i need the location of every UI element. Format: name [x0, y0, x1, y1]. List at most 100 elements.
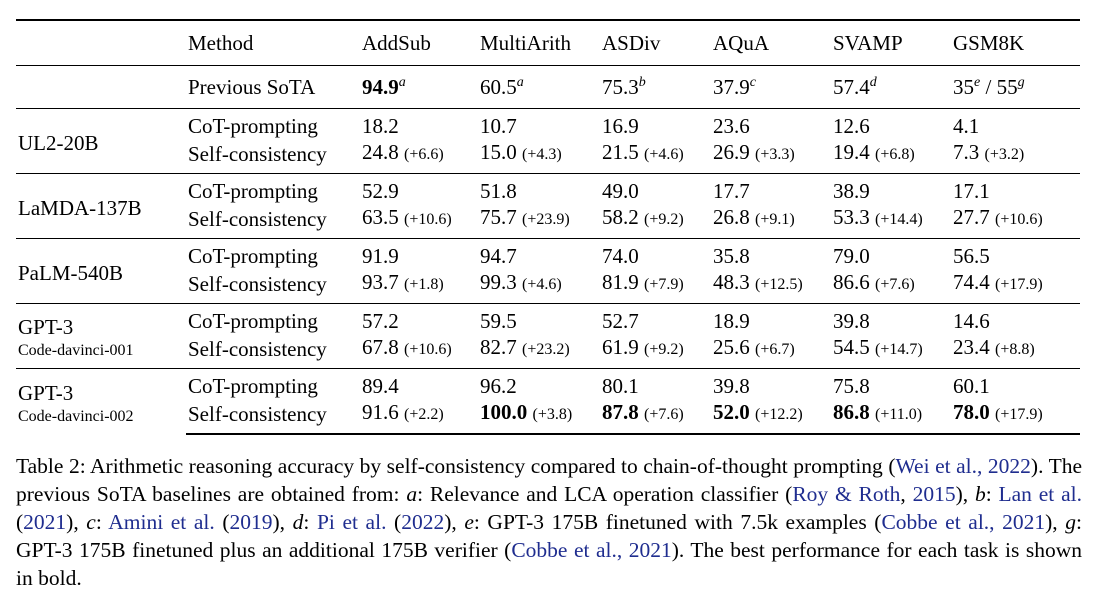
score-value: 74.0 [602, 244, 639, 268]
score-value: 23.4 [953, 335, 990, 359]
score-value: 23.6 [713, 114, 750, 138]
caption-label: Table 2: [16, 454, 86, 478]
score-delta: (+10.6) [404, 341, 452, 358]
citation-link[interactable]: 2015 [912, 482, 956, 506]
method-label: Self-consistency [188, 336, 327, 361]
score-value: 15.0 [480, 140, 517, 164]
score-cell: 21.5 (+4.6) [600, 139, 711, 174]
score-cell: 57.2 [360, 303, 478, 334]
sota-cell-gsm8k: 35e / 55g [951, 65, 1080, 109]
caption-text: : GPT-3 175B finetuned plus an additiona… [16, 510, 1082, 562]
score-value: 93.7 [362, 270, 399, 294]
score-delta: (+7.6) [875, 276, 915, 293]
table-caption: Table 2: Arithmetic reasoning accuracy b… [16, 452, 1082, 592]
score-cell: 14.6 [951, 303, 1080, 334]
model-cell: UL2-20B [16, 108, 186, 174]
sota-source-marker: e [974, 75, 981, 90]
score-value: 60.1 [953, 374, 990, 398]
score-cell: 17.1 [951, 173, 1080, 204]
score-cell: 81.9 (+7.9) [600, 269, 711, 304]
score-delta: (+7.6) [644, 406, 684, 423]
score-cell: 94.7 [478, 238, 600, 269]
sota-source-marker: c [749, 75, 756, 90]
column-header: AQuA [711, 19, 831, 66]
score-value: 7.3 [953, 140, 980, 164]
model-cell: PaLM-540B [16, 238, 186, 304]
table-row: Self-consistency 93.7 (+1.8) 99.3 (+4.6) 81… [16, 269, 1080, 304]
citation-link[interactable]: 2022 [401, 510, 445, 534]
score-value: 86.6 [833, 270, 870, 294]
score-cell: 79.0 [831, 238, 951, 269]
score-value: 26.9 [713, 140, 750, 164]
score-value: 26.8 [713, 205, 750, 229]
score-delta: (+12.2) [755, 406, 803, 423]
score-delta: (+9.2) [644, 211, 684, 228]
method-label: CoT-prompting [186, 108, 360, 139]
sota-cell: 57.4d [831, 65, 951, 109]
score-delta: (+23.9) [522, 211, 570, 228]
table-row: LaMDA-137B CoT-prompting 52.9 51.8 49.0 17.7 3… [16, 173, 1080, 239]
sota-label: Previous SoTA [186, 65, 360, 109]
score-value: 80.1 [602, 374, 639, 398]
citation-link[interactable]: Amini et al. [108, 510, 215, 534]
score-delta: (+11.0) [875, 406, 923, 423]
citation-link[interactable]: Cobbe et al., 2021 [881, 510, 1046, 534]
score-delta: (+4.6) [644, 146, 684, 163]
score-value: 63.5 [362, 205, 399, 229]
score-delta: (+17.9) [995, 406, 1043, 423]
score-cell: 61.9 (+9.2) [600, 334, 711, 369]
sota-value: 57.4 [833, 75, 870, 99]
score-value: 10.7 [480, 114, 517, 138]
model-cell: GPT-3 Code-davinci-002 [16, 368, 186, 434]
sota-source-marker: b [638, 75, 646, 90]
caption-key: e [464, 510, 474, 534]
method-label: CoT-prompting [186, 303, 360, 334]
score-delta: (+3.3) [755, 146, 795, 163]
score-cell: 78.0 (+17.9) [951, 399, 1080, 435]
citation-link[interactable]: Roy & Roth [792, 482, 901, 506]
score-cell: 93.7 (+1.8) [360, 269, 478, 304]
score-cell: 51.8 [478, 173, 600, 204]
citation-link[interactable]: Lan et al. [998, 482, 1083, 506]
score-value: 86.8 [833, 400, 870, 424]
citation-link[interactable]: Wei et al., 2022 [895, 454, 1031, 478]
method-label: Self-consistency [188, 141, 327, 166]
caption-text: ( [386, 510, 402, 534]
score-value: 58.2 [602, 205, 639, 229]
score-cell: 67.8 (+10.6) [360, 334, 478, 369]
score-cell: 19.4 (+6.8) [831, 139, 951, 174]
caption-text: ), [66, 510, 87, 534]
caption-text: ). The best performance for each task is… [16, 538, 1082, 590]
score-cell: 38.9 [831, 173, 951, 204]
caption-key: g [1065, 510, 1077, 534]
score-value: 14.6 [953, 309, 990, 333]
column-header: AddSub [360, 19, 478, 66]
score-cell: 80.1 [600, 368, 711, 399]
citation-link[interactable]: Cobbe et al., 2021 [511, 538, 672, 562]
model-name: LaMDA-137B [18, 196, 142, 220]
method-label: Self-consistency [188, 271, 327, 296]
citation-link[interactable]: Pi et al. [316, 510, 387, 534]
score-cell: 75.8 [831, 368, 951, 399]
sota-value: 55 [996, 75, 1018, 99]
score-value: 4.1 [953, 114, 980, 138]
caption-text: ), [444, 510, 465, 534]
score-delta: (+3.8) [532, 406, 573, 423]
caption-text: ), [955, 482, 975, 506]
score-cell: 74.4 (+17.9) [951, 269, 1080, 304]
citation-link[interactable]: 2019 [229, 510, 273, 534]
score-value: 24.8 [362, 140, 399, 164]
score-cell: 24.8 (+6.6) [360, 139, 478, 174]
header-empty-cell [16, 19, 186, 66]
score-cell: 99.3 (+4.6) [478, 269, 600, 304]
score-cell: 53.3 (+14.4) [831, 204, 951, 239]
score-value: 52.9 [362, 179, 399, 203]
score-cell: 23.4 (+8.8) [951, 334, 1080, 369]
score-cell: 39.8 [831, 303, 951, 334]
score-delta: (+12.5) [755, 276, 803, 293]
score-delta: (+3.2) [984, 146, 1025, 163]
caption-text: ), [1045, 510, 1066, 534]
citation-link[interactable]: 2021 [23, 510, 67, 534]
table-row: GPT-3 Code-davinci-001 CoT-prompting 57.2 59… [16, 303, 1080, 369]
